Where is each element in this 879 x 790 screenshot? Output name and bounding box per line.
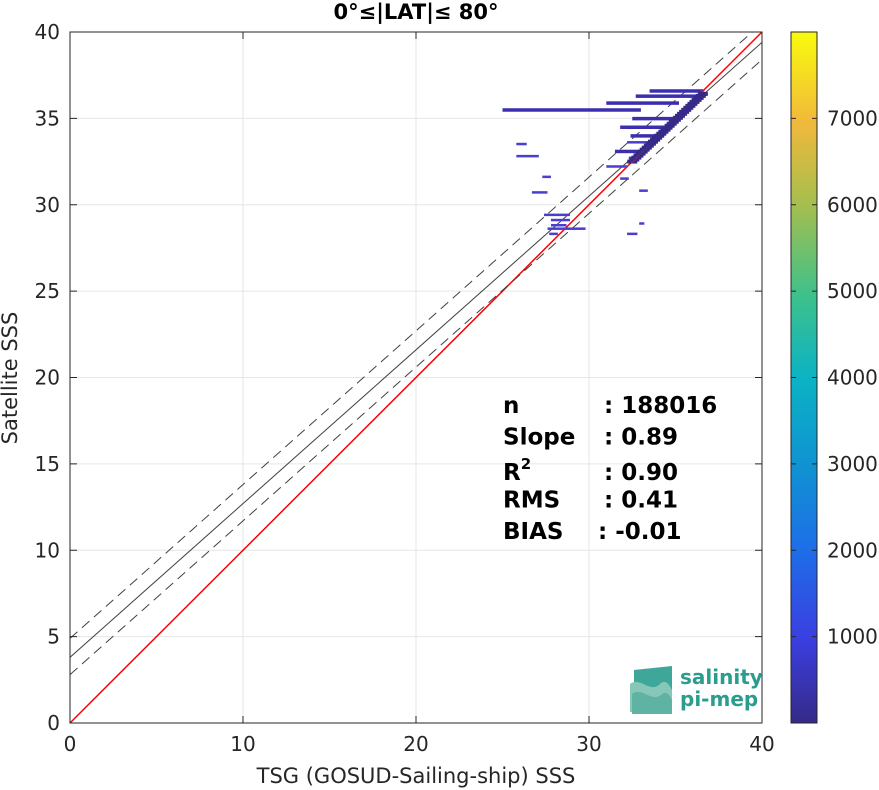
- density-point: [547, 227, 586, 230]
- density-point: [550, 218, 570, 222]
- density-point: [620, 177, 629, 180]
- density-points: [502, 89, 708, 236]
- colorbar-tick-label: 4000: [827, 366, 878, 390]
- y-tick-label: 25: [35, 279, 60, 303]
- density-point: [630, 134, 659, 138]
- x-tick-label: 20: [403, 732, 428, 756]
- y-tick-label: 30: [35, 193, 60, 217]
- logo-line1: salinity: [680, 665, 763, 689]
- logo-line2: pi-mep: [680, 687, 758, 711]
- stat-label: n: [503, 393, 519, 419]
- density-point: [632, 116, 679, 121]
- chart-title: 0°≤|LAT|≤ 80°: [333, 0, 498, 25]
- x-tick-label: 40: [749, 732, 774, 756]
- density-point: [639, 189, 648, 192]
- y-tick-label: 40: [35, 20, 60, 44]
- density-point: [516, 154, 539, 158]
- stat-value: : 0.90: [604, 460, 678, 486]
- stat-label: Slope: [503, 425, 575, 451]
- y-tick-label: 35: [35, 106, 60, 130]
- colorbar-tick-label: 3000: [827, 452, 878, 476]
- colorbar-tick-label: 2000: [827, 538, 878, 562]
- density-point: [549, 232, 558, 236]
- density-point: [544, 213, 570, 217]
- stat-value: : -0.01: [598, 519, 682, 545]
- stat-label: RMS: [503, 488, 560, 514]
- regression-lower-line: [70, 59, 762, 676]
- density-point: [516, 142, 527, 146]
- density-point: [542, 175, 551, 179]
- colorbar-ticks: 1000 2000 3000 4000 5000 6000 7000: [791, 106, 878, 649]
- density-point: [701, 90, 705, 93]
- stat-superscript: 2: [521, 455, 531, 473]
- y-tick-label: 10: [35, 538, 60, 562]
- x-tick-label: 10: [230, 732, 255, 756]
- density-point: [606, 101, 679, 105]
- density-point: [697, 91, 708, 96]
- x-tick-label: 30: [576, 732, 601, 756]
- y-tick-label: 0: [47, 711, 60, 735]
- wave-logo-icon: [630, 666, 672, 714]
- colorbar-tick-label: 6000: [827, 193, 878, 217]
- y-tick-label: 20: [35, 366, 60, 390]
- density-point: [639, 222, 645, 225]
- y-tick-label: 5: [47, 625, 60, 649]
- axis-ticks: 0 10 20 30 40 0 5 10 15 20 25 30 35 40: [35, 20, 775, 756]
- y-tick-label: 15: [35, 452, 60, 476]
- density-point: [649, 89, 704, 93]
- density-point: [502, 108, 641, 112]
- x-tick-label: 0: [64, 732, 77, 756]
- density-point: [531, 191, 548, 194]
- stat-value: : 188016: [604, 393, 717, 419]
- density-point: [627, 141, 652, 144]
- stat-value: : 0.41: [604, 488, 678, 514]
- density-point: [614, 149, 645, 154]
- stat-value: : 0.89: [604, 425, 678, 451]
- density-point: [635, 94, 698, 98]
- colorbar-tick-label: 5000: [827, 279, 878, 303]
- density-point: [550, 223, 567, 227]
- density-point: [606, 165, 628, 168]
- salinity-pi-mep-logo: salinity pi-mep: [630, 665, 763, 714]
- stat-label: BIAS: [503, 519, 563, 545]
- colorbar-tick-label: 1000: [827, 625, 878, 649]
- density-point: [627, 232, 638, 236]
- x-axis-label: TSG (GOSUD-Sailing-ship) SSS: [256, 764, 576, 788]
- density-point: [620, 125, 669, 130]
- y-axis-label: Satellite SSS: [0, 312, 22, 445]
- colorbar-tick-label: 7000: [827, 106, 878, 130]
